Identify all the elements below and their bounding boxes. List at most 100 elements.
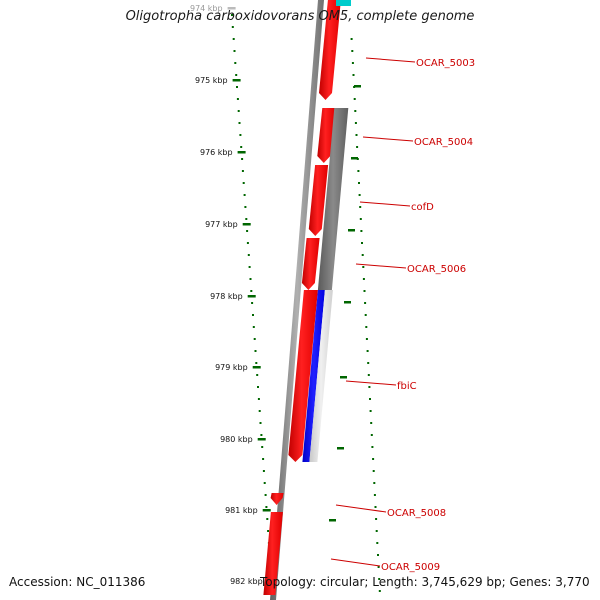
ruler-tick xyxy=(252,366,261,369)
guide-dot xyxy=(351,50,354,52)
ruler-tick xyxy=(247,295,256,298)
ruler-dot xyxy=(251,302,254,304)
gene-reverse-gray[interactable] xyxy=(317,108,349,290)
gene-label-leader xyxy=(362,136,414,142)
ruler-dot xyxy=(264,494,267,496)
guide-tick xyxy=(337,447,344,450)
guide-dot xyxy=(369,398,371,400)
gene-ocar-5003[interactable] xyxy=(319,0,341,100)
guide-dot xyxy=(375,530,378,532)
gene-fbic[interactable] xyxy=(288,290,318,462)
ruler-dot xyxy=(240,146,243,148)
ruler-dot xyxy=(235,74,238,76)
gene-label[interactable]: cofD xyxy=(411,202,434,213)
gene-blue-highlight[interactable] xyxy=(302,290,325,462)
gene-light-gray[interactable] xyxy=(309,290,333,462)
guide-dot xyxy=(362,278,365,280)
ruler-dot xyxy=(257,398,260,400)
ruler-dot xyxy=(266,518,269,520)
guide-tick xyxy=(344,301,351,304)
accession-value: NC_011386 xyxy=(76,575,146,589)
guide-dot xyxy=(371,446,374,448)
guide-dot xyxy=(370,434,373,436)
ruler-dot xyxy=(249,278,252,280)
gene-label[interactable]: OCAR_5009 xyxy=(381,562,440,573)
page-title: Oligotropha carboxidovorans OM5, complet… xyxy=(125,9,475,24)
gene-label-leader xyxy=(345,380,397,386)
ruler-tick-label: 978 kbp xyxy=(210,292,243,301)
ruler-dot xyxy=(252,326,255,328)
ruler-dot xyxy=(233,50,236,52)
ruler-dot xyxy=(257,386,259,388)
genes-count-text: Genes: 3,770 xyxy=(502,575,590,589)
gene-ocar-5009[interactable] xyxy=(263,512,283,595)
guide-dot xyxy=(362,266,365,268)
ruler-dot xyxy=(258,410,261,412)
guide-dot xyxy=(357,170,360,172)
genome-stats: Topology: circularLength: 3,745,629 bpGe… xyxy=(260,575,590,589)
gene-ocar-5008[interactable] xyxy=(270,493,284,505)
ruler-tick xyxy=(262,509,271,512)
guide-dot xyxy=(359,218,362,220)
accession-label: Accession: xyxy=(9,575,73,589)
guide-dot xyxy=(377,566,380,568)
ruler-dot xyxy=(247,254,250,256)
guide-dot xyxy=(354,110,357,112)
ruler-dot xyxy=(250,290,253,292)
ruler-dot xyxy=(246,230,249,232)
ruler-dot xyxy=(239,134,242,136)
guide-dot xyxy=(358,182,360,184)
guide-dot xyxy=(376,542,379,544)
length-text: Length: 3,745,629 bp xyxy=(364,575,501,589)
ruler-dot xyxy=(238,122,241,124)
guide-dot xyxy=(367,362,370,364)
ruler-dot xyxy=(265,506,268,508)
guide-dot xyxy=(354,122,357,124)
accession-info: Accession: NC_011386 xyxy=(9,575,145,589)
guide-dot xyxy=(366,350,369,352)
gene-label[interactable]: OCAR_5004 xyxy=(414,137,473,148)
guide-dot xyxy=(375,518,378,520)
ruler-dot xyxy=(254,350,257,352)
guide-dot xyxy=(368,386,371,388)
ruler-dot xyxy=(246,242,249,244)
ruler-tick-label: 977 kbp xyxy=(205,220,238,229)
guide-dot xyxy=(353,98,356,100)
gene-label[interactable]: OCAR_5008 xyxy=(387,508,446,519)
ruler-dot xyxy=(262,470,265,472)
ruler-dot xyxy=(244,206,247,208)
gene-label[interactable]: OCAR_5006 xyxy=(407,264,466,275)
guide-dot xyxy=(367,374,370,376)
gene-cyan-top[interactable] xyxy=(336,0,351,6)
ruler-dot xyxy=(231,14,233,16)
gene-label-leader xyxy=(335,504,387,513)
guide-dot xyxy=(365,326,368,328)
ruler-dot xyxy=(267,530,270,532)
guide-dot xyxy=(361,254,364,256)
guide-dot xyxy=(373,494,376,496)
ruler-dot xyxy=(248,266,251,268)
gene-ocar-5006[interactable] xyxy=(301,238,320,290)
gene-label[interactable]: OCAR_5003 xyxy=(416,58,475,69)
ruler-dot xyxy=(241,170,244,172)
ruler-dot xyxy=(232,38,235,40)
ruler-tick-label: 974 kbp xyxy=(190,4,223,13)
ruler-dot xyxy=(260,434,263,436)
guide-dot xyxy=(355,134,358,136)
guide-dot xyxy=(363,290,366,292)
ruler-dot xyxy=(256,374,259,376)
ruler-tick xyxy=(227,7,236,10)
ruler-tick xyxy=(257,438,266,441)
guide-dot xyxy=(350,38,353,40)
gene-label-leader xyxy=(330,558,381,567)
ruler-dot xyxy=(243,194,246,196)
ruler-tick-label: 981 kbp xyxy=(225,506,258,515)
ruler-dot xyxy=(252,314,254,316)
gene-label[interactable]: fbiC xyxy=(397,381,417,392)
guide-dot xyxy=(359,206,362,208)
ruler-dot xyxy=(236,98,239,100)
gene-cofd[interactable] xyxy=(308,165,329,236)
guide-tick xyxy=(351,157,358,160)
ruler-tick xyxy=(242,223,251,226)
